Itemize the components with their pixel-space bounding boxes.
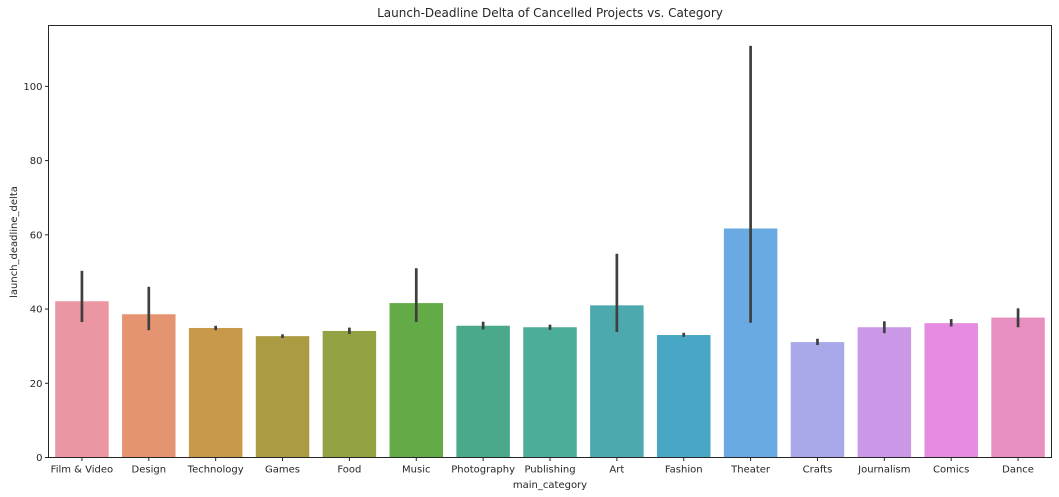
x-tick-label-11: Crafts [803, 465, 833, 476]
bar-7 [523, 327, 577, 458]
y-axis-label: launch_deadline_delta [9, 186, 20, 298]
x-tick-label-1: Design [132, 465, 167, 476]
bar-12 [857, 327, 912, 458]
bar-3 [255, 336, 310, 458]
bar-5 [389, 303, 444, 458]
y-tick-label-3: 60 [30, 230, 43, 241]
x-tick-label-9: Fashion [665, 465, 703, 476]
x-tick-label-7: Publishing [524, 465, 575, 476]
x-axis-label: main_category [513, 480, 587, 491]
bars-group [55, 228, 1045, 458]
bar-1 [122, 314, 176, 458]
bar-14 [991, 317, 1045, 458]
x-tick-label-12: Journalism [857, 465, 910, 476]
x-tick-label-3: Games [265, 465, 300, 476]
bar-11 [790, 342, 845, 458]
error-bars-group [80, 45, 1020, 346]
x-tick-label-14: Dance [1002, 465, 1034, 476]
chart-title: Launch-Deadline Delta of Cancelled Proje… [377, 6, 723, 20]
bar-9 [656, 335, 711, 458]
y-tick-label-2: 40 [30, 305, 43, 316]
x-tick-label-5: Music [402, 465, 430, 476]
x-tick-label-8: Art [609, 465, 624, 476]
x-tick-label-2: Technology [187, 465, 244, 476]
y-tick-label-1: 20 [30, 379, 43, 390]
y-tick-label-5: 100 [23, 82, 42, 93]
bar-4 [322, 330, 377, 458]
x-axis: Film & Video Design Technology Games Food Mus… [51, 457, 1034, 476]
y-tick-label-4: 80 [30, 156, 43, 167]
bar-2 [188, 327, 243, 458]
y-tick-label-0: 0 [36, 453, 42, 464]
x-tick-label-0: Film & Video [51, 465, 114, 476]
x-tick-label-13: Comics [933, 465, 969, 476]
x-tick-label-4: Food [337, 465, 361, 476]
bar-6 [456, 325, 510, 458]
x-tick-label-6: Photography [451, 465, 515, 476]
bar-13 [924, 323, 978, 458]
bar-0 [55, 301, 109, 458]
x-tick-label-10: Theater [730, 465, 771, 476]
plot-frame [48, 25, 1052, 458]
y-axis: 0 20 40 60 80 100 [23, 82, 49, 464]
